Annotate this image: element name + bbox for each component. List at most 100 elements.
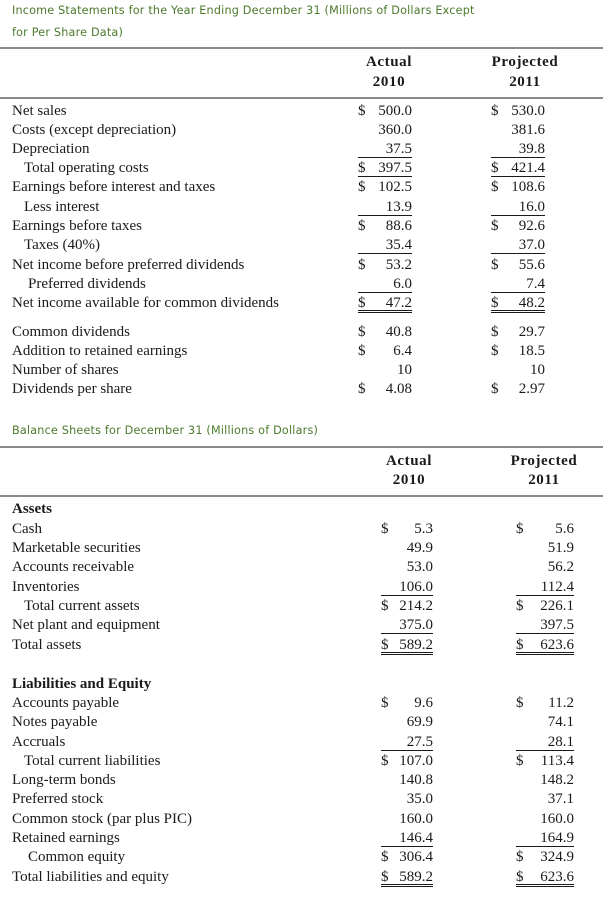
table-row: Total assets $589.2 $623.6 — [0, 636, 603, 655]
currency-symbol: $ — [516, 521, 524, 537]
projected-cell: 112.4 — [516, 578, 574, 596]
row-label: Common stock (par plus PIC) — [12, 811, 192, 827]
row-label: Total operating costs — [24, 160, 149, 176]
projected-cell-value: 397.5 — [540, 617, 574, 633]
actual-cell: 360.0 — [358, 121, 412, 140]
row-label: Accounts payable — [12, 695, 120, 711]
projected-cell-value: 37.1 — [547, 791, 574, 807]
row-label: Common dividends — [12, 324, 130, 340]
projected-cell-value: 108.6 — [511, 179, 545, 195]
table-row: Inventories 106.0 112.4 — [0, 578, 603, 597]
row-label: Net plant and equipment — [12, 617, 160, 633]
currency-symbol: $ — [358, 343, 366, 359]
assets-heading-label: Assets — [12, 501, 52, 517]
actual-cell: 27.5 — [381, 733, 433, 751]
table-row: Accounts payable $9.6 $11.2 — [0, 694, 603, 713]
currency-symbol: $ — [358, 179, 366, 195]
actual-cell-value: 37.5 — [385, 141, 412, 157]
actual-cell: $500.0 — [358, 102, 412, 121]
row-label: Long-term bonds — [12, 772, 116, 788]
projected-cell: $29.7 — [491, 323, 545, 342]
row-label: Number of shares — [12, 362, 119, 378]
table-row: Accounts receivable 53.0 56.2 — [0, 558, 603, 577]
balance-column-rule — [0, 495, 603, 497]
actual-cell: $102.5 — [358, 178, 412, 197]
projected-cell-value: 112.4 — [540, 579, 574, 595]
projected-cell-value: 2.97 — [518, 381, 545, 397]
actual-cell: $88.6 — [358, 217, 412, 236]
currency-symbol: $ — [358, 103, 366, 119]
currency-symbol: $ — [381, 695, 389, 711]
projected-cell: 164.9 — [516, 829, 574, 847]
currency-symbol: $ — [381, 849, 389, 865]
actual-cell: 140.8 — [381, 771, 433, 790]
actual-cell: 10 — [358, 361, 412, 380]
row-label: Total current assets — [24, 598, 140, 614]
row-label: Dividends per share — [12, 381, 132, 397]
projected-cell: 28.1 — [516, 733, 574, 751]
projected-cell-value: 48.2 — [518, 295, 545, 311]
income-col-actual-year: 2010 — [372, 74, 406, 90]
row-label: Cash — [12, 521, 42, 537]
actual-cell-value: 106.0 — [399, 579, 433, 595]
projected-cell-value: 37.0 — [518, 237, 545, 253]
row-label: Total liabilities and equity — [12, 869, 169, 885]
actual-cell: 160.0 — [381, 810, 433, 829]
projected-cell: $48.2 — [491, 294, 545, 313]
income-column-rule — [0, 97, 603, 99]
projected-cell: 39.8 — [491, 140, 545, 158]
actual-cell: $6.4 — [358, 342, 412, 361]
projected-cell-value: 39.8 — [518, 141, 545, 157]
actual-cell-value: 214.2 — [399, 598, 433, 614]
projected-cell: 51.9 — [516, 539, 574, 558]
table-row: Total operating costs $397.5 $421.4 — [0, 159, 603, 178]
projected-cell: 148.2 — [516, 771, 574, 790]
row-label: Net sales — [12, 103, 67, 119]
row-label: Preferred stock — [12, 791, 104, 807]
row-label: Earnings before interest and taxes — [12, 179, 216, 195]
table-row: Addition to retained earnings $6.4 $18.5 — [0, 342, 603, 361]
row-label: Notes payable — [12, 714, 98, 730]
projected-cell: $113.4 — [516, 752, 574, 771]
projected-cell-value: 421.4 — [511, 160, 545, 176]
projected-cell: 397.5 — [516, 616, 574, 634]
currency-symbol: $ — [358, 218, 366, 234]
actual-cell-value: 27.5 — [406, 734, 433, 750]
actual-cell-value: 102.5 — [378, 179, 412, 195]
actual-cell: 106.0 — [381, 578, 433, 596]
actual-cell: $5.3 — [381, 520, 433, 539]
row-label: Common equity — [28, 849, 126, 865]
actual-cell: $397.5 — [358, 159, 412, 177]
actual-cell: 146.4 — [381, 829, 433, 847]
projected-cell-value: 55.6 — [518, 257, 545, 273]
actual-cell-value: 500.0 — [378, 103, 412, 119]
currency-symbol: $ — [491, 295, 499, 311]
currency-symbol: $ — [516, 753, 524, 769]
row-label: Less interest — [24, 199, 100, 215]
currency-symbol: $ — [491, 160, 499, 176]
actual-cell: 35.0 — [381, 790, 433, 809]
actual-cell: $107.0 — [381, 752, 433, 771]
table-row: Notes payable 69.9 74.1 — [0, 713, 603, 732]
table-row: Preferred stock 35.0 37.1 — [0, 790, 603, 809]
currency-symbol: $ — [516, 598, 524, 614]
row-label: Earnings before taxes — [12, 218, 142, 234]
actual-cell-value: 107.0 — [399, 753, 433, 769]
projected-cell: $226.1 — [516, 597, 574, 616]
projected-cell-value: 56.2 — [547, 559, 574, 575]
currency-symbol: $ — [491, 343, 499, 359]
projected-cell-value: 5.6 — [555, 521, 574, 537]
currency-symbol: $ — [358, 381, 366, 397]
projected-cell: 10 — [491, 361, 545, 380]
currency-symbol: $ — [358, 295, 366, 311]
currency-symbol: $ — [381, 598, 389, 614]
table-row: Preferred dividends 6.0 7.4 — [0, 275, 603, 294]
actual-cell: $589.2 — [381, 636, 433, 655]
currency-symbol: $ — [491, 257, 499, 273]
income-col-actual-label: Actual — [365, 54, 413, 70]
currency-symbol: $ — [381, 637, 389, 653]
table-row: Total current assets $214.2 $226.1 — [0, 597, 603, 616]
actual-cell: $40.8 — [358, 323, 412, 342]
projected-cell-value: 74.1 — [547, 714, 574, 730]
